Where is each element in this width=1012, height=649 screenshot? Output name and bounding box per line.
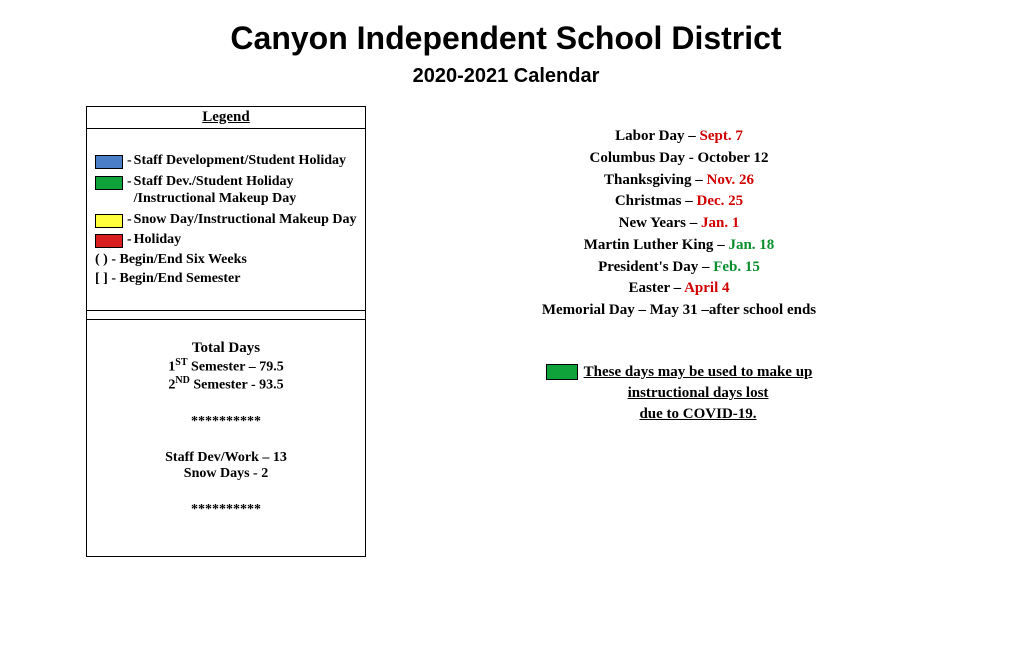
legend-symbol-label: Begin/End Semester xyxy=(120,271,241,286)
legend-dash: - xyxy=(127,232,132,248)
holiday-date: May 31 –after school ends xyxy=(650,302,816,318)
legend-symbol-row: [ ] - Begin/End Semester xyxy=(95,271,357,287)
totals-box: Total Days 1ST Semester – 79.5 2ND Semes… xyxy=(86,311,366,557)
legend-dash: - xyxy=(127,212,132,228)
holiday-separator: – xyxy=(684,128,699,144)
holiday-date: Feb. 15 xyxy=(713,259,760,275)
holiday-date: Dec. 25 xyxy=(697,193,744,209)
holiday-date: Jan. 1 xyxy=(701,215,739,231)
holiday-row: Christmas – Dec. 25 xyxy=(416,191,942,213)
legend-row: - Snow Day/Instructional Makeup Day xyxy=(95,211,357,229)
holidays-list: Labor Day – Sept. 7Columbus Day - Octobe… xyxy=(416,126,942,322)
holiday-name: Labor Day xyxy=(615,128,684,144)
legend-body: - Staff Development/Student Holiday - St… xyxy=(87,129,365,310)
page-subtitle: 2020-2021 Calendar xyxy=(0,65,1012,88)
legend-symbol: [ ] - xyxy=(95,271,116,286)
page-title: Canyon Independent School District xyxy=(0,16,1012,65)
page: Canyon Independent School District 2020-… xyxy=(0,0,1012,557)
legend-symbol: ( ) - xyxy=(95,252,116,267)
holiday-date: April 4 xyxy=(684,280,729,296)
makeup-swatch xyxy=(546,364,578,380)
holiday-name: Christmas xyxy=(615,193,682,209)
totals-asterisks: ********** xyxy=(95,502,357,518)
totals-staff: Staff Dev/Work – 13 xyxy=(95,450,357,466)
legend-row: - Staff Dev./Student Holiday /Instructio… xyxy=(95,173,357,208)
holiday-separator: - xyxy=(685,150,698,166)
holiday-date: Nov. 26 xyxy=(707,172,755,188)
left-column: Legend - Staff Development/Student Holid… xyxy=(86,106,366,557)
legend-dash: - xyxy=(127,174,132,190)
legend-row: - Staff Development/Student Holiday xyxy=(95,152,357,170)
legend-box: Legend - Staff Development/Student Holid… xyxy=(86,106,366,311)
holiday-row: Columbus Day - October 12 xyxy=(416,148,942,170)
holiday-row: Easter – April 4 xyxy=(416,278,942,300)
makeup-line3: due to COVID-19. xyxy=(639,406,756,422)
holiday-date: Jan. 18 xyxy=(728,237,774,253)
holiday-name: New Years xyxy=(619,215,686,231)
makeup-line2: instructional days lost xyxy=(628,385,769,401)
legend-label: Staff Development/Student Holiday xyxy=(134,152,357,170)
makeup-note: These days may be used to make up instru… xyxy=(416,362,942,425)
holiday-name: President's Day xyxy=(598,259,698,275)
holiday-separator: – xyxy=(682,193,697,209)
holiday-separator: – xyxy=(635,302,650,318)
totals-asterisks: ********** xyxy=(95,414,357,430)
holiday-separator: – xyxy=(698,259,713,275)
columns: Legend - Staff Development/Student Holid… xyxy=(0,106,1012,557)
holiday-name: Martin Luther King xyxy=(584,237,714,253)
holiday-name: Columbus Day xyxy=(590,150,685,166)
makeup-line1: These days may be used to make up xyxy=(584,364,813,380)
holiday-separator: – xyxy=(670,280,684,296)
legend-title: Legend xyxy=(87,107,365,129)
holiday-row: New Years – Jan. 1 xyxy=(416,213,942,235)
holiday-name: Thanksgiving xyxy=(604,172,692,188)
legend-label: Staff Dev./Student Holiday /Instructiona… xyxy=(134,173,357,208)
totals-sem1: 1ST Semester – 79.5 xyxy=(95,357,357,376)
holiday-row: President's Day – Feb. 15 xyxy=(416,257,942,279)
legend-swatch-yellow xyxy=(95,214,123,228)
holiday-date: October 12 xyxy=(697,150,768,166)
legend-row: - Holiday xyxy=(95,231,357,249)
holiday-row: Memorial Day – May 31 –after school ends xyxy=(416,300,942,322)
holiday-row: Martin Luther King – Jan. 18 xyxy=(416,235,942,257)
legend-symbol-row: ( ) - Begin/End Six Weeks xyxy=(95,252,357,268)
right-column: Labor Day – Sept. 7Columbus Day - Octobe… xyxy=(416,106,942,425)
holiday-row: Labor Day – Sept. 7 xyxy=(416,126,942,148)
makeup-text: These days may be used to make up instru… xyxy=(584,362,813,425)
legend-label: Holiday xyxy=(134,231,357,249)
holiday-row: Thanksgiving – Nov. 26 xyxy=(416,170,942,192)
legend-dash: - xyxy=(127,153,132,169)
holiday-name: Easter xyxy=(629,280,670,296)
legend-swatch-red xyxy=(95,234,123,248)
totals-sem2: 2ND Semester - 93.5 xyxy=(95,375,357,394)
holiday-separator: – xyxy=(713,237,728,253)
totals-title: Total Days xyxy=(95,340,357,357)
legend-label: Snow Day/Instructional Makeup Day xyxy=(134,211,357,229)
holiday-separator: – xyxy=(686,215,701,231)
legend-swatch-green xyxy=(95,176,123,190)
totals-snow: Snow Days - 2 xyxy=(95,466,357,482)
holiday-separator: – xyxy=(692,172,707,188)
legend-swatch-blue xyxy=(95,155,123,169)
legend-symbol-label: Begin/End Six Weeks xyxy=(120,252,247,267)
holiday-date: Sept. 7 xyxy=(699,128,742,144)
holiday-name: Memorial Day xyxy=(542,302,635,318)
